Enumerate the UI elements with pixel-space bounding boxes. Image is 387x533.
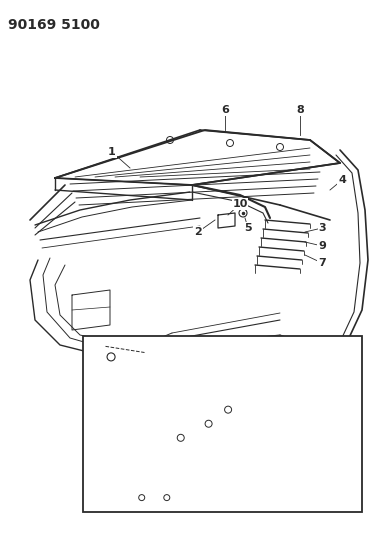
- Text: 2: 2: [194, 227, 202, 237]
- Text: 8: 8: [296, 105, 304, 115]
- Text: 6: 6: [221, 105, 229, 115]
- Text: 9: 9: [318, 241, 326, 251]
- Text: 5: 5: [244, 223, 252, 233]
- Bar: [83, 336, 362, 512]
- Text: 1: 1: [108, 147, 116, 157]
- Text: 4: 4: [338, 175, 346, 185]
- Text: 11: 11: [321, 384, 336, 393]
- Text: 3: 3: [318, 223, 326, 233]
- Text: 10: 10: [232, 199, 248, 209]
- Text: 90169 5100: 90169 5100: [8, 18, 100, 32]
- Text: 7: 7: [318, 258, 326, 268]
